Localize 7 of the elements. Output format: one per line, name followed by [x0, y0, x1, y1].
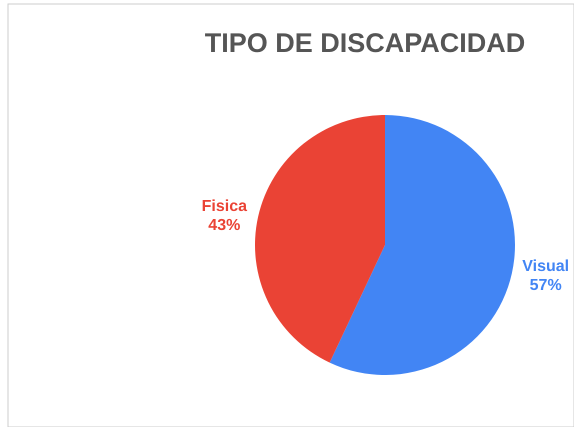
- slice-label: Visual: [522, 258, 570, 276]
- data-label: 57%: [530, 277, 562, 294]
- chart-title: TIPO DE DISCAPACIDAD: [204, 28, 526, 58]
- data-label: 43%: [208, 216, 240, 234]
- pie-slice: [330, 115, 515, 375]
- slice-label: Fisica: [202, 198, 248, 215]
- pie-slice: [255, 115, 385, 363]
